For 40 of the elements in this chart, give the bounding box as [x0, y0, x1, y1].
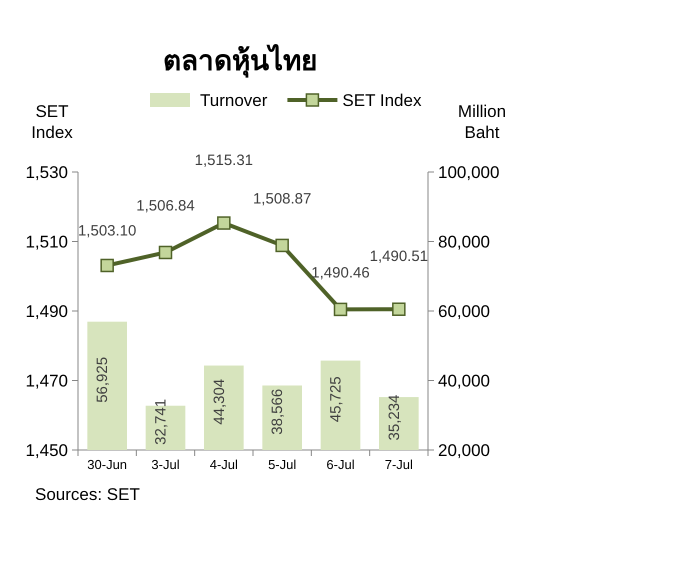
y2-tick-label: 100,000	[438, 163, 500, 182]
data-label: 1,506.84	[136, 197, 195, 214]
data-label: 1,490.51	[370, 248, 428, 266]
x-tick-label: 6-Jul	[326, 457, 355, 472]
data-label: 1,508.87	[252, 190, 312, 208]
point	[217, 216, 231, 230]
data-label: 45,725	[328, 376, 344, 422]
y-tick-label: 1,470	[25, 372, 68, 390]
point	[158, 246, 172, 260]
point	[334, 302, 348, 316]
source-note: Sources: SET	[35, 485, 140, 504]
y2-tick-label: 60,000	[438, 302, 490, 321]
y2-tick-label: 80,000	[438, 232, 490, 252]
y2-axis-title: Million Baht	[458, 102, 506, 142]
data-label: 1,515.31	[194, 152, 254, 170]
y-tick-label: 1,450	[25, 441, 68, 460]
point	[392, 302, 406, 316]
legend-label: Turnover	[200, 91, 268, 110]
y-tick-label: 1,510	[25, 232, 68, 252]
data-label: 35,234	[386, 394, 403, 440]
data-label: 56,925	[94, 356, 112, 403]
data-label: 32,741	[152, 398, 170, 445]
x-tick-label: 7-Jul	[384, 457, 414, 472]
x-tick-label: 3-Jul	[151, 457, 180, 472]
y2-tick-label: 20,000	[438, 441, 490, 460]
y2-tick-label: 40,000	[438, 372, 490, 390]
data-label: 44,304	[210, 378, 228, 425]
legend-label: SET Index	[342, 91, 422, 110]
point	[275, 238, 289, 252]
y-axis-title: SET Index	[31, 102, 74, 142]
data-label: 38,566	[269, 388, 286, 435]
data-label: 1,503.10	[78, 222, 136, 240]
chart-title: ตลาดหุ้นไทย	[163, 44, 317, 78]
x-tick-label: 5-Jul	[268, 457, 296, 472]
y-tick-label: 1,490	[25, 302, 68, 321]
point	[100, 258, 114, 272]
y-tick-label: 1,530	[25, 163, 68, 182]
data-label: 1,490.46	[311, 264, 370, 282]
x-tick-label: 30-Jun	[87, 457, 128, 472]
x-tick-label: 4-Jul	[210, 457, 238, 472]
